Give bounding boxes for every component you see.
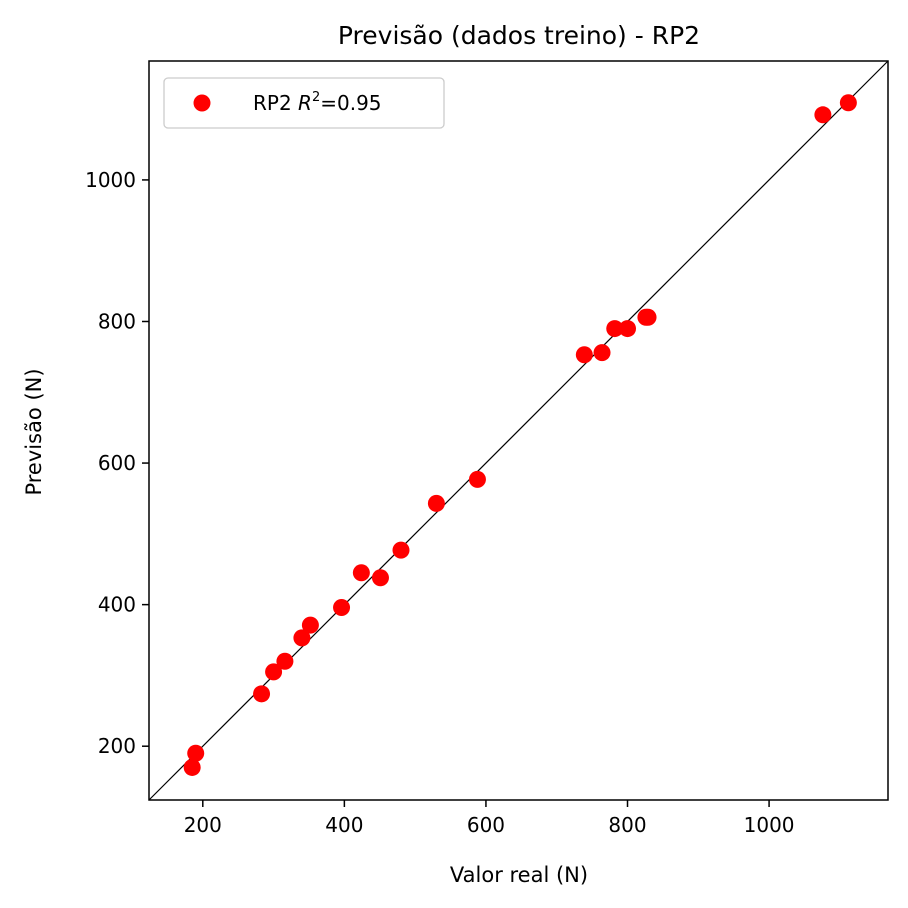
legend-label-suffix: =0.95 — [320, 91, 381, 115]
data-point — [183, 758, 201, 776]
data-point — [814, 106, 832, 124]
data-point — [265, 663, 283, 681]
data-point — [606, 320, 624, 338]
data-point — [187, 744, 205, 762]
legend-label-prefix: RP2 — [253, 91, 298, 115]
x-tick-label: 1000 — [744, 813, 795, 837]
data-point — [293, 629, 311, 647]
x-tick-label: 400 — [325, 813, 363, 837]
plot-area — [148, 60, 889, 801]
data-point — [276, 652, 294, 670]
legend-label-symbol: R — [298, 91, 312, 115]
legend-marker — [193, 94, 211, 112]
data-point — [352, 564, 370, 582]
chart-title: Previsão (dados treino) - RP2 — [338, 21, 700, 50]
y-axis-title: Previsão (N) — [22, 368, 46, 495]
legend: RP2 R2=0.95 — [163, 77, 445, 129]
data-point — [575, 346, 593, 364]
y-tick-label: 1000 — [85, 168, 136, 192]
data-point — [371, 569, 389, 587]
x-tick-label: 200 — [184, 813, 222, 837]
y-tick-label: 800 — [98, 309, 136, 333]
y-tick-label: 400 — [98, 593, 136, 617]
x-axis-title: Valor real (N) — [450, 863, 588, 887]
data-point — [593, 344, 611, 362]
x-tick-label: 800 — [608, 813, 646, 837]
y-axis: 200 400 600 800 1000 — [85, 168, 149, 758]
y-tick-label: 200 — [98, 734, 136, 758]
y-tick-label: 600 — [98, 451, 136, 475]
legend-label: RP2 R2=0.95 — [253, 90, 382, 115]
data-point — [392, 541, 410, 559]
x-tick-label: 600 — [467, 813, 505, 837]
data-points — [183, 94, 857, 776]
data-point — [839, 94, 857, 112]
data-point — [333, 598, 351, 616]
data-point — [301, 616, 319, 634]
data-point — [427, 494, 445, 512]
data-point — [639, 308, 657, 326]
x-axis: 200 400 600 800 1000 — [184, 800, 795, 837]
legend-label-superscript: 2 — [312, 90, 320, 105]
data-point — [619, 320, 637, 338]
data-point — [468, 470, 486, 488]
plot-frame — [148, 60, 889, 801]
data-point — [253, 685, 271, 703]
legend-box — [163, 77, 445, 129]
